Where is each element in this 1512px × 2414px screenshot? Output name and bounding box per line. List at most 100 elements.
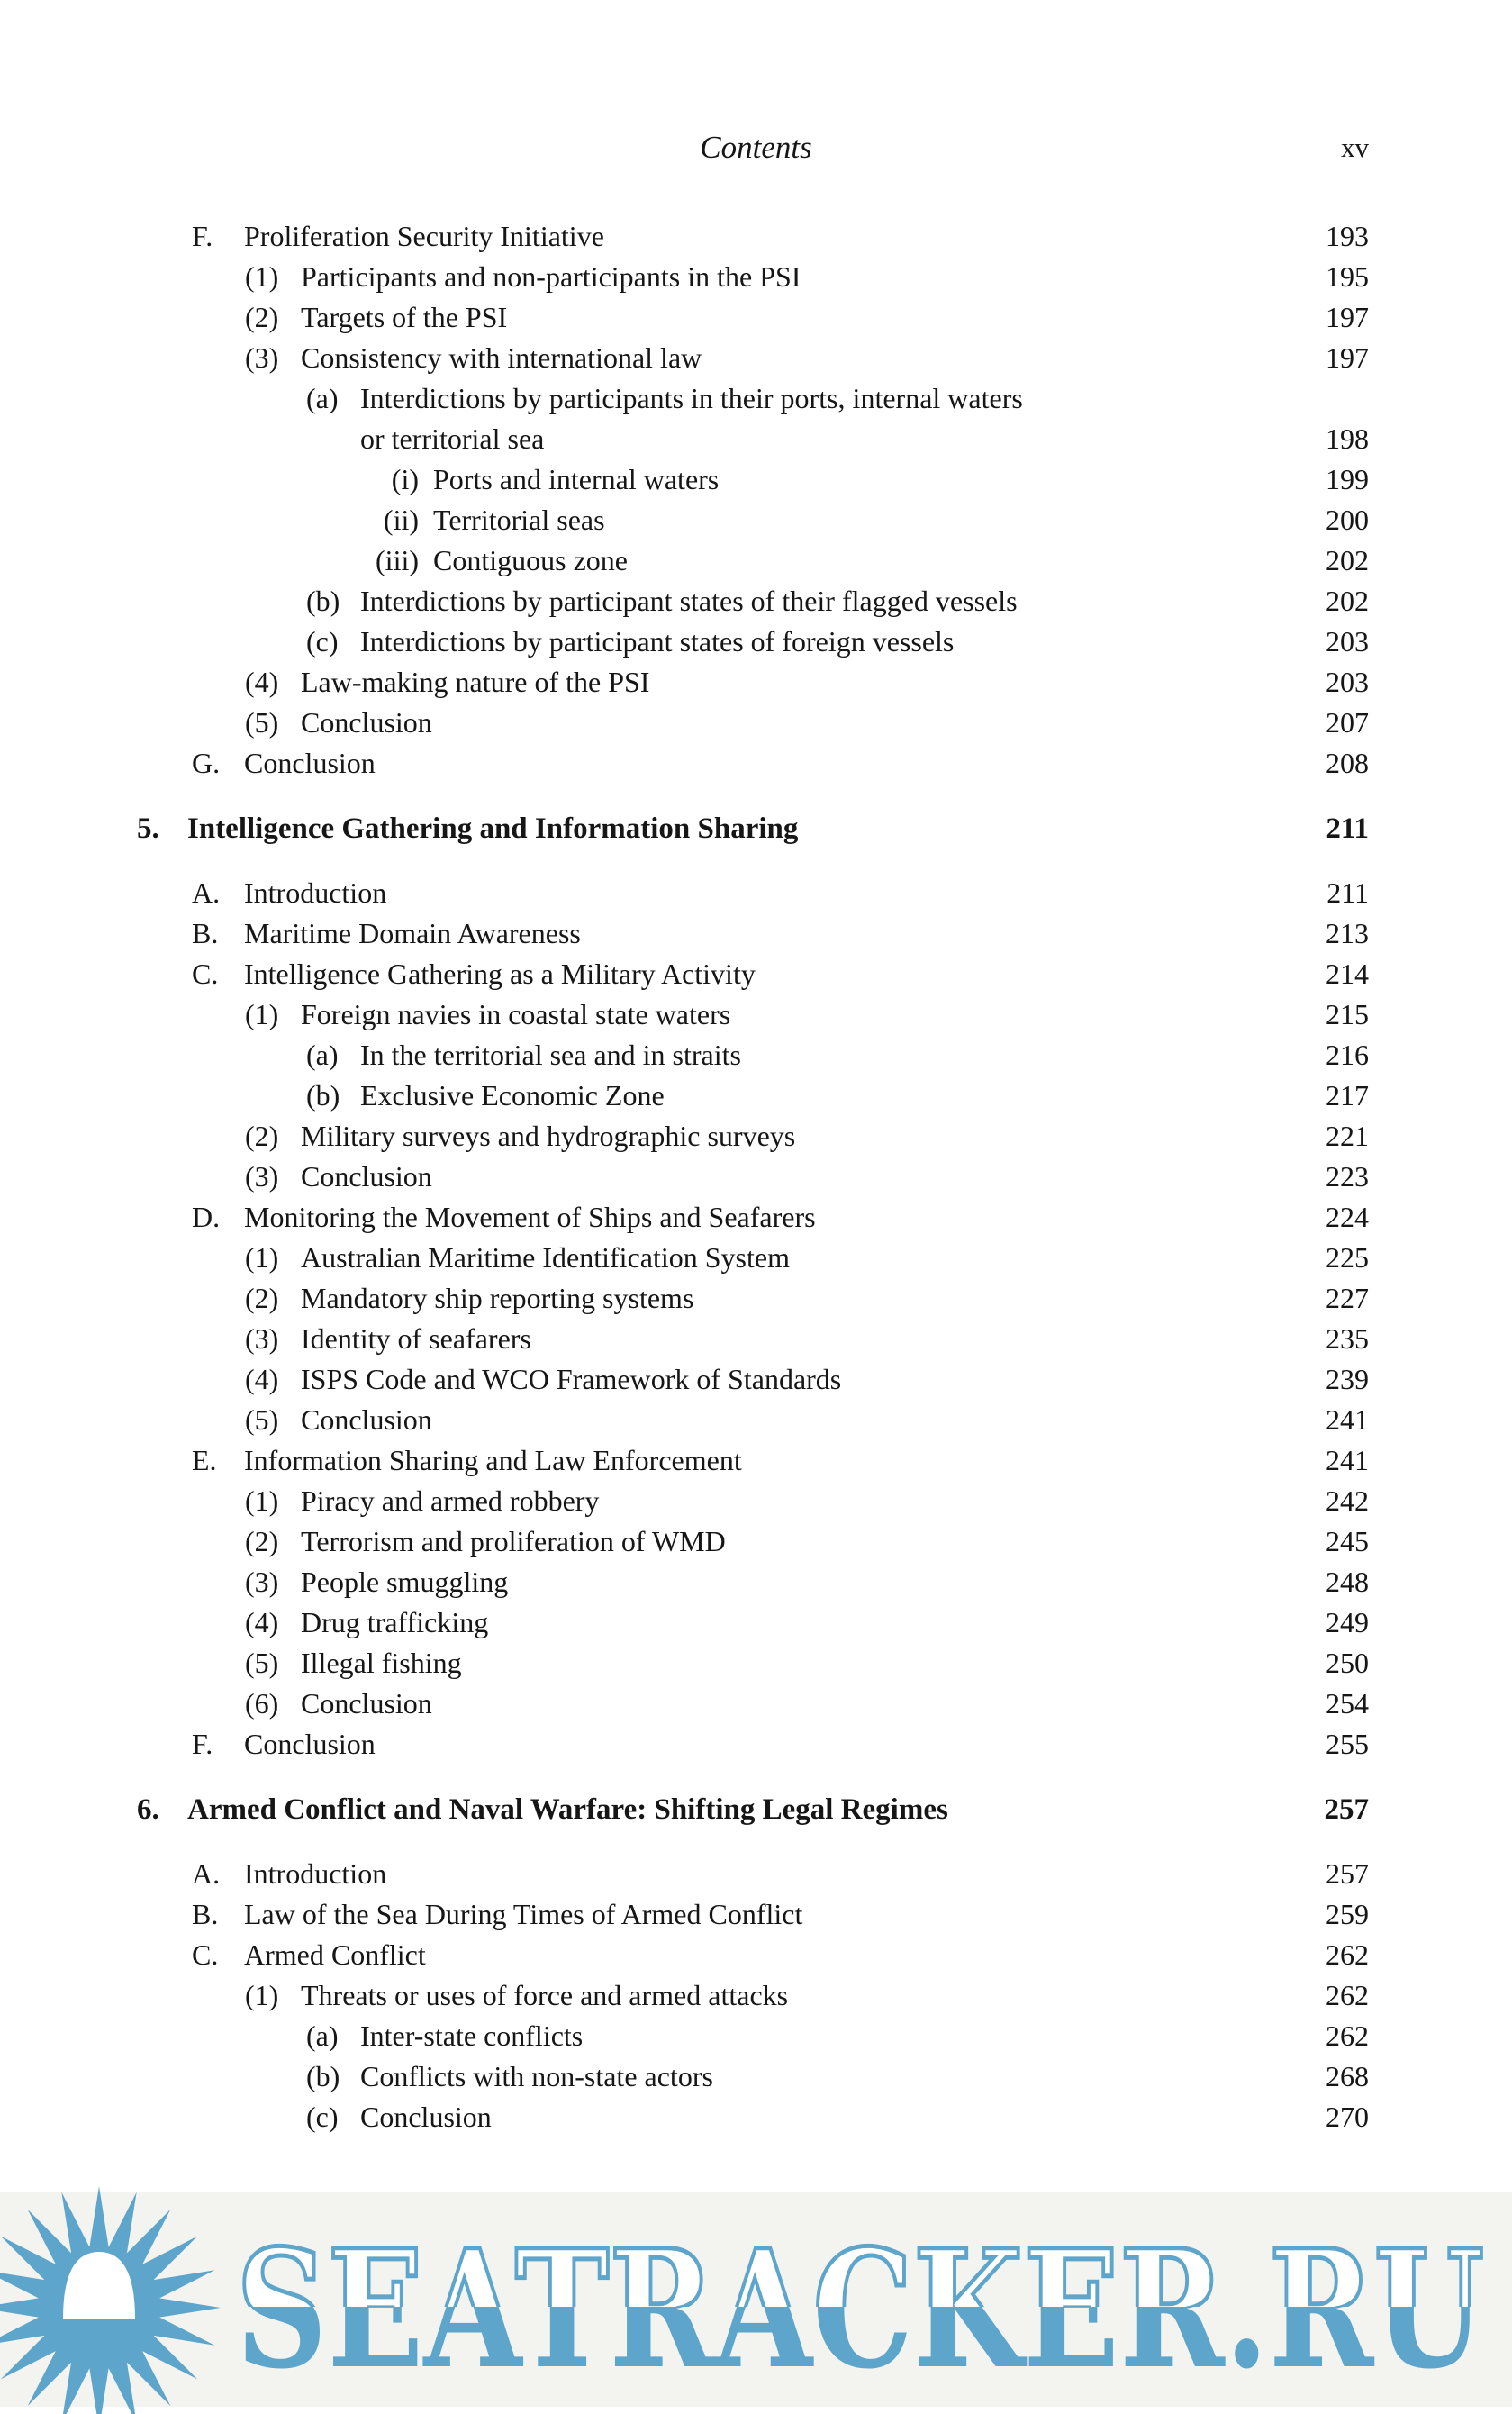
toc-entry-page: 245: [1326, 1525, 1369, 1557]
toc-entry-label: (1): [245, 1979, 279, 2011]
toc-entry: (c) Conclusion 270: [0, 2097, 1369, 2137]
toc-entry-title: Territorial seas: [433, 504, 605, 536]
toc-entry-page: 211: [1326, 812, 1369, 845]
toc-entry-label: (5): [245, 1647, 279, 1679]
toc-entry: (1) Piracy and armed robbery 242: [0, 1481, 1369, 1521]
toc-entry-title: ISPS Code and WCO Framework of Standards: [301, 1363, 842, 1395]
toc-entry-title: Exclusive Economic Zone: [360, 1079, 665, 1112]
toc-entry-title: Foreign navies in coastal state waters: [301, 998, 731, 1030]
toc-entry-page: 193: [1326, 220, 1369, 252]
toc-entry-label: (c): [306, 625, 339, 658]
toc-entry-page: 268: [1326, 2060, 1369, 2092]
toc-entry-label: A.: [192, 876, 221, 909]
toc-entry: D. Monitoring the Movement of Ships and S…: [0, 1197, 1369, 1238]
toc-entry-label: (ii): [383, 504, 419, 536]
toc-entry-title: Introduction: [244, 876, 387, 909]
toc-entry-label: (b): [306, 2060, 340, 2092]
toc-entry-title: Targets of the PSI: [301, 301, 508, 333]
toc-entry-page: 257: [1326, 1857, 1369, 1890]
toc-entry-page: 250: [1326, 1647, 1369, 1679]
toc-entry-page: 223: [1326, 1160, 1369, 1193]
toc-entry-page: 200: [1326, 504, 1369, 536]
toc-entry-page: 262: [1326, 1979, 1369, 2011]
toc-entry-title: Illegal fishing: [301, 1647, 462, 1679]
toc-entry: (1) Australian Maritime Identification Sy…: [0, 1238, 1369, 1278]
toc-entry-label: (b): [306, 585, 340, 617]
toc-entry-page: 224: [1326, 1201, 1369, 1233]
watermark-text-solid: SEATRACKER.RU: [236, 2215, 1484, 2405]
watermark-text-outline: SEATRACKER.RU: [236, 2215, 1484, 2405]
toc-entry-title: Information Sharing and Law Enforcement: [244, 1444, 742, 1476]
toc-entry-title: Conclusion: [301, 1403, 432, 1436]
toc-entry-title: Intelligence Gathering and Information S…: [187, 812, 799, 845]
toc-entry-label: (3): [245, 1160, 279, 1193]
toc-entry-page: 215: [1326, 998, 1369, 1030]
toc-entry-page: 249: [1326, 1606, 1369, 1638]
watermark-band: [0, 2192, 1512, 2407]
toc-entry-title: Identity of seafarers: [301, 1322, 531, 1355]
toc-entry-title: Conclusion: [301, 1160, 432, 1193]
toc-entry-page: 259: [1326, 1898, 1369, 1930]
toc-entry-page: 202: [1326, 544, 1369, 576]
toc-entry-label: (5): [245, 1403, 279, 1436]
toc-entry-page: 208: [1326, 747, 1369, 779]
toc-entry-label: (iii): [376, 544, 419, 576]
toc-entry: F. Conclusion 255: [0, 1724, 1369, 1765]
toc-entry: B. Law of the Sea During Times of Armed C…: [0, 1894, 1369, 1935]
toc-entry: (4) Drug trafficking 249: [0, 1602, 1369, 1643]
toc-entry-title: Consistency with international law: [301, 341, 702, 374]
toc-entry-page: 270: [1326, 2101, 1369, 2133]
toc-entry-title: Law-making nature of the PSI: [301, 666, 650, 698]
toc-entry-label: F.: [192, 1728, 213, 1760]
toc-entry: (4) ISPS Code and WCO Framework of Standa…: [0, 1359, 1369, 1400]
toc-entry-title: Terrorism and proliferation of WMD: [301, 1525, 726, 1557]
toc-entry: A. Introduction 211: [0, 873, 1369, 913]
toc-entry-page: 254: [1326, 1687, 1369, 1720]
toc-entry-page: 242: [1326, 1484, 1369, 1517]
toc-entry: (4) Law-making nature of the PSI 203: [0, 662, 1369, 703]
toc-entry-page: 239: [1326, 1363, 1369, 1395]
toc-entry-page: 241: [1326, 1444, 1369, 1476]
toc-entry-label: (2): [245, 1282, 279, 1314]
toc-entry: (c) Interdictions by participant states o…: [0, 622, 1369, 662]
toc-entry: (2) Military surveys and hydrographic sur…: [0, 1116, 1369, 1157]
toc-entry: (5) Illegal fishing 250: [0, 1643, 1369, 1683]
toc-entry-page: 202: [1326, 585, 1369, 617]
toc-entry-page: 248: [1326, 1565, 1369, 1598]
toc-entry: G. Conclusion 208: [0, 743, 1369, 784]
toc-entry: (6) Conclusion 254: [0, 1683, 1369, 1724]
toc-entry-label: (i): [391, 463, 419, 495]
toc-entry-page: 255: [1326, 1728, 1369, 1760]
toc-entry-label: (4): [245, 1606, 279, 1638]
toc-entry-label: 6.: [137, 1793, 159, 1826]
toc-entry-title: Conclusion: [244, 747, 376, 779]
toc-entry-page: 225: [1326, 1241, 1369, 1274]
toc-entry-label: (2): [245, 301, 279, 333]
toc-entry-title: Interdictions by participants in their p…: [360, 382, 1023, 414]
toc-entry-page: 211: [1326, 876, 1369, 909]
toc-entry-page: 199: [1326, 463, 1369, 495]
toc-entry-title: Threats or uses of force and armed attac…: [301, 1979, 789, 2011]
toc-entry: (1) Threats or uses of force and armed at…: [0, 1975, 1369, 2016]
toc-entry-title: Maritime Domain Awareness: [244, 917, 581, 949]
table-of-contents: F. Proliferation Security Initiative 193 (1…: [0, 216, 1369, 2137]
toc-entry: A. Introduction 257: [0, 1854, 1369, 1894]
toc-entry: (5) Conclusion 241: [0, 1400, 1369, 1440]
toc-entry-page: 214: [1326, 957, 1369, 990]
toc-entry-title: Conclusion: [301, 706, 432, 739]
toc-entry-title: Conclusion: [301, 1687, 432, 1720]
toc-entry: (ii) Territorial seas 200: [0, 500, 1369, 540]
toc-entry-label: (4): [245, 1363, 279, 1395]
toc-entry-label: A.: [192, 1857, 221, 1890]
toc-entry-title: Interdictions by participant states of t…: [360, 585, 1018, 617]
toc-chapter-entry: 6. Armed Conflict and Naval Warfare: Shif…: [0, 1790, 1369, 1830]
toc-entry-title: Law of the Sea During Times of Armed Con…: [244, 1898, 803, 1930]
toc-entry-title: Monitoring the Movement of Ships and Sea…: [244, 1201, 816, 1233]
toc-entry-page: 227: [1326, 1282, 1369, 1314]
toc-entry: (1) Participants and non-participants in …: [0, 257, 1369, 297]
toc-entry-title: Drug trafficking: [301, 1606, 489, 1638]
toc-entry-page: 217: [1326, 1079, 1369, 1112]
toc-entry-title: In the territorial sea and in straits: [360, 1039, 741, 1071]
toc-entry: (5) Conclusion 207: [0, 703, 1369, 743]
toc-entry: (3) Conclusion 223: [0, 1157, 1369, 1197]
